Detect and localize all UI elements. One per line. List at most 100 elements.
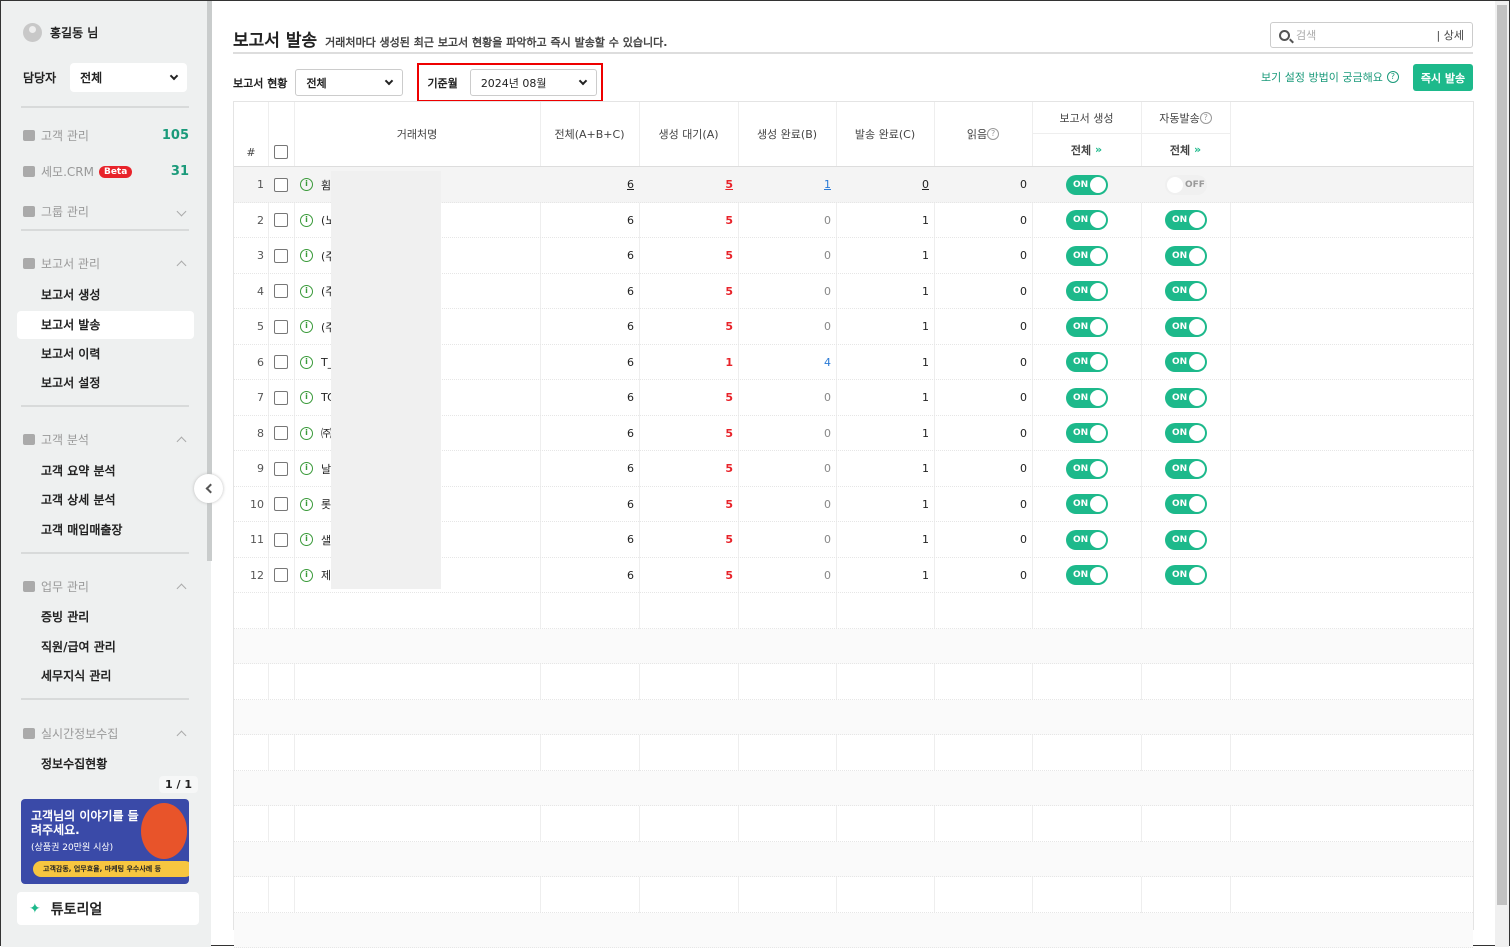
report-gen-toggle[interactable]: ON (1066, 423, 1108, 443)
total-count[interactable]: 6 (540, 167, 634, 202)
manager-select[interactable]: 전체 (70, 63, 187, 92)
sidebar-item-report-create[interactable]: 보고서 생성 (17, 281, 194, 309)
auto-send-toggle[interactable]: ON (1165, 210, 1207, 230)
client-name[interactable]: 휨 (321, 177, 331, 193)
help-link[interactable]: 보기 설정 방법이 궁금해요? (1261, 69, 1399, 85)
info-icon[interactable]: i (300, 214, 313, 227)
auto-send-toggle[interactable]: ON (1165, 352, 1207, 372)
created-count[interactable]: 4 (738, 345, 831, 380)
auto-send-toggle[interactable]: ON (1165, 317, 1207, 337)
auto-send-toggle[interactable]: ON (1165, 565, 1207, 585)
row-checkbox[interactable] (274, 284, 288, 298)
sidebar-item-report-history[interactable]: 보고서 이력 (17, 340, 194, 368)
sidebar-section-work[interactable]: 업무 관리 (23, 578, 189, 595)
report-gen-toggle[interactable]: ON (1066, 317, 1108, 337)
report-gen-toggle[interactable]: ON (1066, 388, 1108, 408)
sidebar-item-payroll[interactable]: 직원/급여 관리 (17, 633, 194, 661)
header-name[interactable]: 거래처명 (294, 102, 540, 166)
auto-all-toggle[interactable]: 전체 » (1141, 133, 1230, 166)
auto-send-toggle[interactable]: ON (1165, 530, 1207, 550)
select-all-checkbox[interactable] (274, 145, 288, 159)
row-checkbox[interactable] (274, 391, 288, 405)
sidebar-section-realtime[interactable]: 실시간정보수집 (23, 725, 189, 742)
report-gen-toggle[interactable]: ON (1066, 530, 1108, 550)
sidebar-item-info-status[interactable]: 정보수집현황 (17, 750, 194, 778)
tutorial-button[interactable]: ✦튜토리얼 (17, 892, 199, 925)
report-gen-toggle[interactable]: ON (1066, 281, 1108, 301)
auto-send-toggle[interactable]: ON (1165, 494, 1207, 514)
auto-send-toggle[interactable]: ON (1165, 459, 1207, 479)
sidebar-item-ledger[interactable]: 고객 매입매출장 (17, 516, 194, 544)
row-checkbox[interactable] (274, 497, 288, 511)
row-checkbox[interactable] (274, 213, 288, 227)
client-name[interactable]: 롯 (321, 496, 331, 512)
gen-all-toggle[interactable]: 전체 » (1032, 133, 1141, 166)
info-icon[interactable]: i (300, 356, 313, 369)
sidebar-item-report-settings[interactable]: 보고서 설정 (17, 369, 194, 397)
info-icon[interactable]: i (300, 391, 313, 404)
auto-send-toggle[interactable]: ON (1165, 246, 1207, 266)
info-icon[interactable]: i (300, 462, 313, 475)
info-icon[interactable]: i (300, 320, 313, 333)
question-icon[interactable]: ? (987, 128, 999, 140)
banner-bar: 고객감동, 업무효율, 마케팅 우수사례 등 (33, 861, 189, 877)
sidebar-section-analysis[interactable]: 고객 분석 (23, 431, 189, 448)
row-checkbox[interactable] (274, 178, 288, 192)
page-scrollbar[interactable] (1495, 1, 1509, 947)
row-checkbox[interactable] (274, 249, 288, 263)
header-sent[interactable]: 발송 완료(C) (836, 102, 934, 166)
header-created[interactable]: 생성 완료(B) (738, 102, 836, 166)
created-count[interactable]: 1 (738, 167, 831, 202)
pending-count[interactable]: 5 (639, 167, 733, 202)
collapse-sidebar-button[interactable] (194, 474, 223, 503)
sidebar-item-tax-knowledge[interactable]: 세무지식 관리 (17, 662, 194, 690)
header-pending[interactable]: 생성 대기(A) (639, 102, 738, 166)
sent-count[interactable]: 0 (836, 167, 929, 202)
sidebar-section-report[interactable]: 보고서 관리 (23, 255, 189, 272)
report-gen-toggle[interactable]: ON (1066, 175, 1108, 195)
info-icon[interactable]: i (300, 249, 313, 262)
report-gen-toggle[interactable]: ON (1066, 246, 1108, 266)
row-checkbox[interactable] (274, 462, 288, 476)
row-checkbox[interactable] (274, 320, 288, 334)
client-name[interactable]: 샐 (321, 532, 331, 548)
row-checkbox[interactable] (274, 533, 288, 547)
info-icon[interactable]: i (300, 178, 313, 191)
report-gen-toggle[interactable]: ON (1066, 494, 1108, 514)
report-gen-toggle[interactable]: ON (1066, 565, 1108, 585)
info-icon[interactable]: i (300, 569, 313, 582)
auto-send-toggle[interactable]: ON (1165, 281, 1207, 301)
auto-send-toggle[interactable]: ON (1165, 423, 1207, 443)
feedback-banner[interactable]: 고객님의 이야기를 들려주세요. (상품권 20만원 시상) 고객감동, 업무효… (21, 799, 189, 884)
client-name[interactable]: 제 (321, 567, 331, 583)
detail-search-button[interactable]: | 상세 (1437, 27, 1464, 43)
row-checkbox[interactable] (274, 426, 288, 440)
info-icon[interactable]: i (300, 498, 313, 511)
question-icon[interactable]: ? (1200, 112, 1212, 124)
send-now-button[interactable]: 즉시 발송 (1413, 64, 1473, 91)
row-checkbox[interactable] (274, 355, 288, 369)
report-gen-toggle[interactable]: ON (1066, 352, 1108, 372)
header-total[interactable]: 전체(A+B+C) (540, 102, 639, 166)
sidebar-item-report-send[interactable]: 보고서 발송 (17, 311, 194, 339)
sidebar-item-detail[interactable]: 고객 상세 분석 (17, 486, 194, 514)
report-gen-toggle[interactable]: ON (1066, 459, 1108, 479)
info-icon[interactable]: i (300, 427, 313, 440)
month-filter: 기준월 2024년 08월 (417, 63, 602, 102)
report-gen-toggle[interactable]: ON (1066, 210, 1108, 230)
client-name[interactable]: 날 (321, 461, 331, 477)
auto-send-toggle[interactable]: OFF (1165, 175, 1207, 195)
user-profile[interactable]: 홍길동 님 (23, 23, 98, 42)
auto-send-toggle[interactable]: ON (1165, 388, 1207, 408)
search-input[interactable]: 검색| 상세 (1270, 22, 1473, 48)
row-checkbox[interactable] (274, 568, 288, 582)
sidebar-item-evidence[interactable]: 증빙 관리 (17, 603, 194, 631)
sidebar-item-summary[interactable]: 고객 요약 분석 (17, 457, 194, 485)
sidebar-item-group-mgmt[interactable]: 그룹 관리 (23, 203, 189, 220)
month-select[interactable]: 2024년 08월 (470, 69, 597, 96)
info-icon[interactable]: i (300, 533, 313, 546)
info-icon[interactable]: i (300, 285, 313, 298)
status-select[interactable]: 전체 (295, 69, 403, 96)
